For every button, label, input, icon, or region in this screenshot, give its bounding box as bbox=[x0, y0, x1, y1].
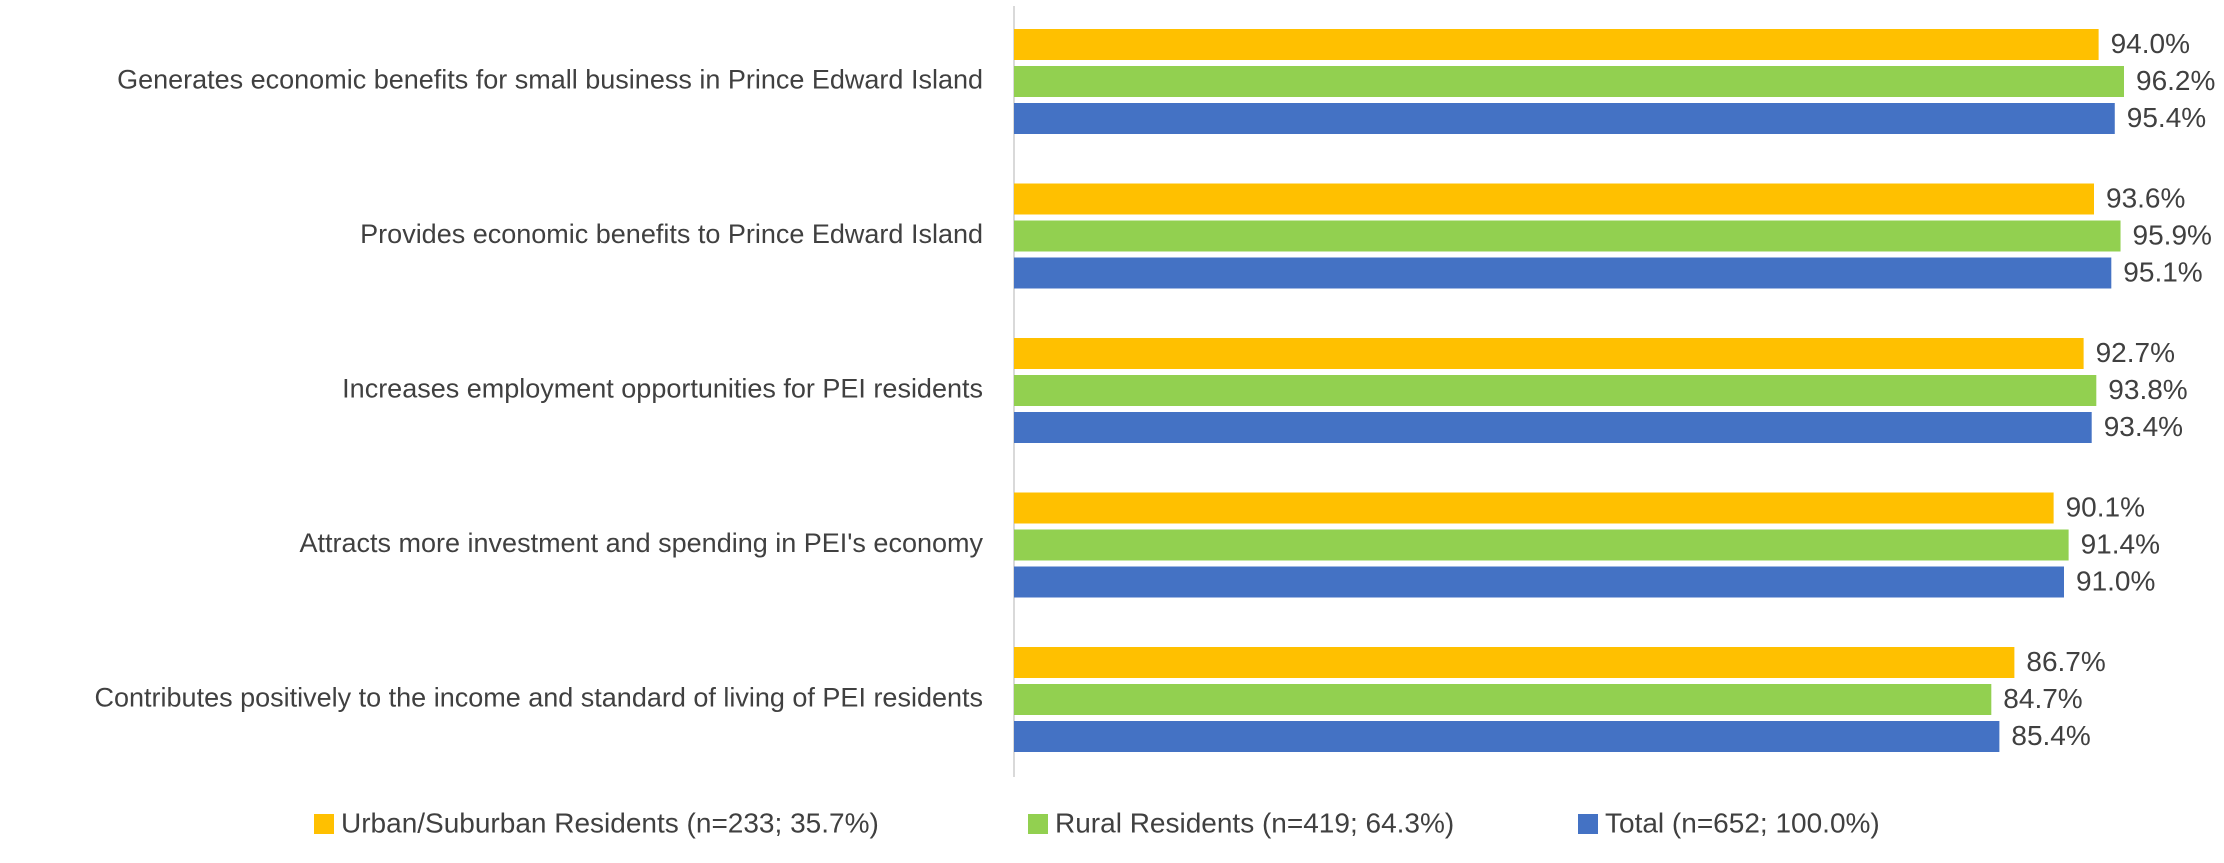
bar bbox=[1014, 220, 2121, 252]
bar bbox=[1014, 375, 2097, 406]
data-label: 90.1% bbox=[2066, 491, 2145, 522]
data-label: 86.7% bbox=[2026, 646, 2105, 677]
data-label: 95.4% bbox=[2127, 102, 2206, 133]
bar bbox=[1014, 566, 2064, 598]
category-label: Increases employment opportunities for P… bbox=[342, 374, 983, 404]
bar bbox=[1014, 29, 2099, 60]
data-label: 85.4% bbox=[2011, 720, 2090, 751]
data-label: 91.4% bbox=[2081, 528, 2160, 559]
category-label: Contributes positively to the income and… bbox=[95, 683, 983, 713]
bar bbox=[1014, 684, 1992, 715]
data-label: 91.0% bbox=[2076, 565, 2155, 596]
data-label: 93.4% bbox=[2104, 411, 2183, 442]
bar bbox=[1014, 183, 2094, 215]
category-label: Provides economic benefits to Prince Edw… bbox=[360, 219, 983, 249]
bar bbox=[1014, 492, 2054, 524]
bar bbox=[1014, 257, 2112, 289]
data-label: 93.6% bbox=[2106, 182, 2185, 213]
data-label: 93.8% bbox=[2108, 374, 2187, 405]
legend: Urban/Suburban Residents (n=233; 35.7%) R… bbox=[314, 807, 1880, 838]
legend-swatch bbox=[314, 814, 334, 834]
bar bbox=[1014, 721, 2000, 752]
legend-swatch bbox=[1028, 814, 1048, 834]
bar bbox=[1014, 66, 2124, 97]
data-label: 92.7% bbox=[2096, 337, 2175, 368]
data-label: 96.2% bbox=[2136, 65, 2215, 96]
legend-swatch bbox=[1578, 814, 1598, 834]
legend-label: Rural Residents (n=419; 64.3%) bbox=[1055, 807, 1454, 838]
category-label: Generates economic benefits for small bu… bbox=[117, 65, 983, 95]
bar bbox=[1014, 338, 2084, 369]
bar bbox=[1014, 103, 2115, 134]
legend-label: Total (n=652; 100.0%) bbox=[1605, 807, 1880, 838]
bar bbox=[1014, 412, 2092, 443]
data-label: 95.1% bbox=[2123, 256, 2202, 287]
labels-layer: Generates economic benefits for small bu… bbox=[95, 28, 2216, 751]
data-label: 84.7% bbox=[2003, 683, 2082, 714]
category-label: Attracts more investment and spending in… bbox=[300, 528, 984, 558]
bars-layer bbox=[1013, 6, 2124, 777]
data-label: 95.9% bbox=[2133, 219, 2212, 250]
legend-label: Urban/Suburban Residents (n=233; 35.7%) bbox=[341, 807, 879, 838]
bar bbox=[1014, 529, 2069, 561]
bar bbox=[1014, 647, 2015, 678]
data-label: 94.0% bbox=[2111, 28, 2190, 59]
